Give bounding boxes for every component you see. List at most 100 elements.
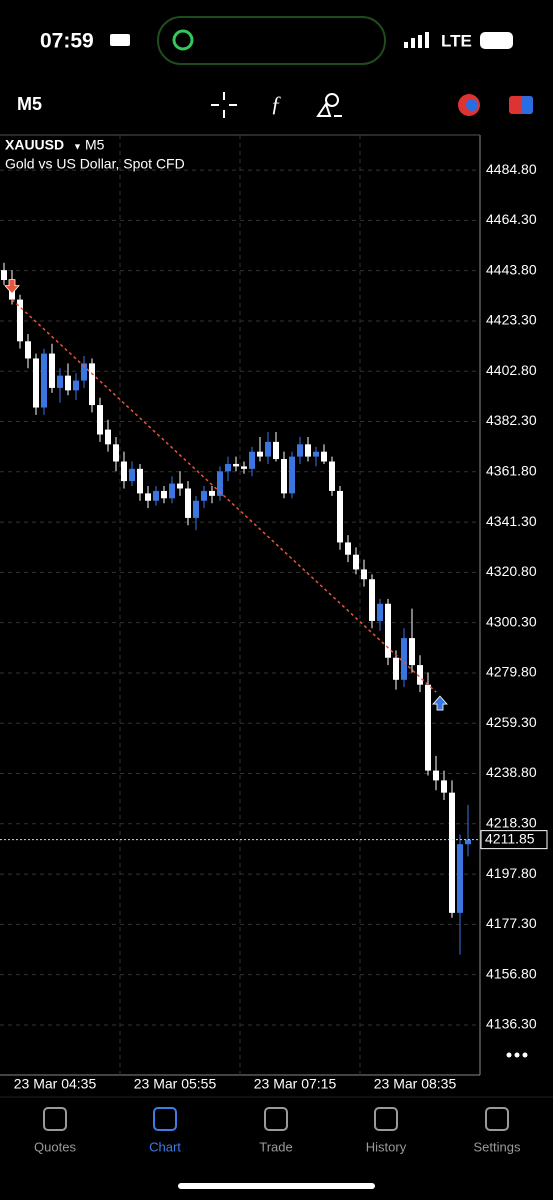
tab-label[interactable]: Trade	[259, 1139, 292, 1154]
y-tick-label: 4177.30	[486, 915, 537, 931]
candle-body	[297, 444, 303, 457]
candle-body	[129, 468, 135, 482]
candle-body	[257, 451, 263, 457]
tab-icon[interactable]	[43, 1107, 67, 1131]
candle-body	[433, 770, 439, 781]
home-indicator	[178, 1183, 375, 1189]
signal-icon	[404, 32, 429, 48]
candle-body	[385, 603, 391, 658]
candle-body	[393, 657, 399, 680]
y-tick-label: 4402.80	[486, 362, 537, 378]
candle-body	[305, 444, 311, 457]
crosshair-button[interactable]	[211, 92, 237, 118]
candle-body	[417, 665, 423, 685]
candle-body	[65, 375, 71, 391]
candle-body	[105, 429, 111, 445]
sleep-icon	[110, 34, 130, 46]
candle-body	[153, 490, 159, 501]
candle-body	[137, 468, 143, 494]
y-tick-label: 4156.80	[486, 965, 537, 981]
price-label: 4211.85	[485, 830, 535, 846]
candle-body	[449, 792, 455, 913]
candle-body	[273, 441, 279, 460]
candle-body	[233, 463, 239, 467]
y-tick-label: 4320.80	[486, 563, 537, 579]
dropdown-icon[interactable]: ▼	[73, 141, 82, 151]
candle-body	[73, 380, 79, 391]
candle-body	[41, 353, 47, 408]
tab-label[interactable]: Settings	[474, 1139, 521, 1154]
y-tick-label: 4136.30	[486, 1016, 537, 1032]
y-tick-label: 4218.30	[486, 815, 537, 831]
trend-line	[11, 299, 437, 693]
y-tick-label: 4382.30	[486, 412, 537, 428]
sell-arrow	[4, 279, 20, 295]
y-tick-label: 4464.30	[486, 211, 537, 227]
candle-body	[289, 456, 295, 494]
indicators-button[interactable]: ƒ	[271, 91, 282, 116]
candle-body	[113, 444, 119, 462]
candle-body	[177, 483, 183, 489]
candle-body	[249, 451, 255, 469]
x-tick-label: 23 Mar 08:35	[374, 1076, 457, 1092]
candle-body	[81, 363, 87, 381]
candle-body	[281, 459, 287, 494]
y-tick-label: 4259.30	[486, 714, 537, 730]
battery	[480, 32, 513, 49]
candle-body	[217, 471, 223, 496]
tab-label[interactable]: Quotes	[34, 1139, 76, 1154]
candle-body	[401, 638, 407, 680]
candle-body	[353, 554, 359, 570]
candle-body	[209, 490, 215, 496]
candle-body	[1, 270, 7, 280]
tab-icon[interactable]	[264, 1107, 288, 1131]
candle-body	[17, 299, 23, 342]
clock: 07:59	[40, 30, 94, 53]
candle-body	[337, 490, 343, 543]
tab-icon[interactable]	[374, 1107, 398, 1131]
candle-body	[265, 441, 271, 457]
candle-body	[25, 341, 31, 359]
more-button[interactable]	[506, 1052, 528, 1058]
candle-body	[241, 466, 247, 469]
y-tick-label: 4300.30	[486, 613, 537, 629]
candle-body	[89, 363, 95, 406]
candle-body	[329, 461, 335, 491]
activity-icon	[172, 29, 194, 51]
description: Gold vs US Dollar, Spot CFD	[5, 156, 185, 172]
y-tick-label: 4361.80	[486, 463, 537, 479]
buy-arrow	[432, 695, 448, 711]
x-tick-label: 23 Mar 07:15	[254, 1076, 337, 1092]
candle-body	[201, 490, 207, 501]
tab-label[interactable]: Chart	[149, 1139, 181, 1154]
candle-body	[361, 569, 367, 580]
tab-label[interactable]: History	[366, 1139, 407, 1154]
objects-button[interactable]	[316, 93, 342, 117]
y-tick-label: 4443.80	[486, 261, 537, 277]
candle-body	[425, 684, 431, 771]
candle-body	[161, 490, 167, 499]
y-tick-label: 4423.30	[486, 312, 537, 328]
candle-body	[49, 353, 55, 388]
y-tick-label: 4197.80	[486, 865, 537, 881]
candle-body	[377, 603, 383, 621]
tab-icon[interactable]	[153, 1107, 177, 1131]
candle-body	[169, 483, 175, 499]
y-tick-label: 4238.80	[486, 764, 537, 780]
price-box	[480, 830, 548, 850]
candle-body	[185, 488, 191, 518]
symbol: XAUUSD	[5, 137, 64, 153]
candle-body	[57, 375, 63, 388]
tab-icon[interactable]	[485, 1107, 509, 1131]
candle-body	[225, 463, 231, 472]
live-activity	[157, 16, 386, 65]
candle-body	[193, 500, 199, 518]
y-tick-label: 4279.80	[486, 664, 537, 680]
timeframe-button[interactable]: M5	[17, 94, 42, 114]
candle-body	[121, 461, 127, 482]
candle-body	[345, 542, 351, 555]
candle-body	[313, 451, 319, 457]
